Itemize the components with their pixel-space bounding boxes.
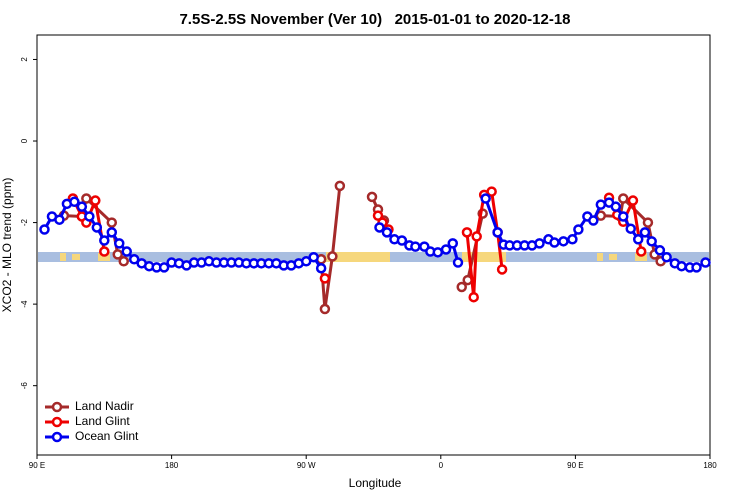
x-tick-label: 180 (703, 461, 717, 470)
chart-title: 7.5S-2.5S November (Ver 10) 2015-01-01 t… (179, 11, 570, 28)
point (99, 235, 110, 246)
point (112, 249, 124, 260)
legend-marker (51, 431, 63, 443)
land-band (635, 253, 647, 261)
point (492, 227, 503, 238)
x-tick-label: 180 (165, 461, 179, 470)
point (646, 236, 657, 247)
x-tick-label: 90 E (29, 461, 45, 470)
y-tick-label: 0 (20, 138, 29, 143)
point (618, 211, 629, 222)
point (468, 291, 479, 303)
point (84, 211, 95, 222)
point (158, 262, 170, 273)
point (69, 196, 80, 208)
point (118, 256, 129, 267)
point (81, 193, 92, 204)
point (486, 186, 497, 197)
point (534, 238, 545, 249)
point (480, 193, 491, 204)
point (461, 227, 473, 238)
x-axis-label: Longitude (349, 476, 402, 490)
point (121, 246, 132, 257)
point (549, 237, 560, 248)
point (300, 256, 312, 267)
y-tick-label: 2 (20, 57, 29, 62)
point (625, 223, 636, 234)
point (106, 217, 118, 228)
point (39, 224, 50, 235)
point (595, 199, 607, 210)
point (99, 246, 110, 257)
x-tick-label: 90 E (567, 461, 583, 470)
point (471, 231, 482, 242)
point (114, 238, 125, 249)
point (432, 247, 444, 258)
point (496, 264, 508, 275)
point (90, 195, 101, 206)
point (410, 241, 421, 252)
point (691, 262, 702, 273)
point (315, 262, 327, 274)
y-axis-label: XCO2 - MLO trend (ppm) (0, 178, 14, 313)
land-band (98, 253, 110, 261)
point (308, 251, 319, 263)
point (319, 273, 331, 284)
point (334, 180, 346, 192)
legend-label: Land Nadir (75, 399, 134, 413)
point (374, 222, 385, 233)
x-tick-label: 90 W (297, 461, 316, 470)
point (366, 191, 378, 203)
point (452, 257, 464, 268)
land-band (326, 252, 390, 262)
point (618, 193, 629, 204)
surface-band (38, 252, 709, 262)
point (381, 227, 393, 238)
land-band (462, 252, 506, 262)
point (456, 281, 467, 293)
land-band (597, 253, 603, 261)
land-band (609, 254, 617, 260)
point (396, 235, 408, 246)
point (372, 210, 384, 221)
land-band (60, 253, 66, 261)
point (558, 236, 569, 247)
point (573, 224, 584, 235)
legend-label: Land Glint (75, 414, 130, 428)
point (54, 214, 65, 225)
legend-marker (51, 401, 63, 413)
point (567, 234, 578, 245)
point (635, 246, 647, 257)
point (654, 245, 666, 256)
point (610, 201, 622, 212)
point (319, 303, 331, 315)
point (700, 257, 711, 268)
y-tick-label: -4 (20, 300, 29, 308)
point (106, 227, 118, 238)
point (639, 227, 651, 238)
point (327, 251, 338, 262)
land-band (72, 254, 80, 260)
point (76, 201, 88, 212)
point (632, 234, 644, 245)
point (91, 222, 103, 233)
point (588, 215, 599, 226)
point (627, 195, 639, 206)
x-tick-label: 0 (439, 461, 444, 470)
point (676, 260, 687, 272)
legend-marker (51, 416, 63, 428)
point (128, 254, 140, 265)
y-tick-label: -6 (20, 382, 29, 390)
point (440, 244, 452, 255)
plot-frame (36, 34, 711, 456)
point (661, 251, 672, 263)
legend-label: Ocean Glint (75, 429, 139, 443)
point (642, 217, 654, 228)
y-tick-label: -2 (20, 218, 29, 226)
point (447, 238, 459, 249)
